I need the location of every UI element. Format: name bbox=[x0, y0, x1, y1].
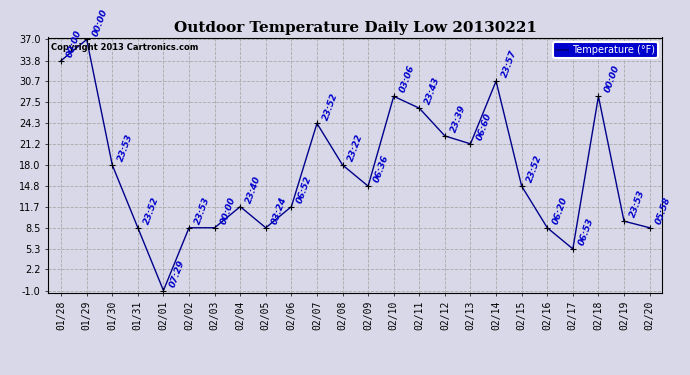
Text: 05:58: 05:58 bbox=[653, 196, 672, 226]
Legend: Temperature (°F): Temperature (°F) bbox=[553, 42, 658, 58]
Text: 00:00: 00:00 bbox=[66, 28, 83, 58]
Text: 00:00: 00:00 bbox=[91, 8, 109, 38]
Text: Copyright 2013 Cartronics.com: Copyright 2013 Cartronics.com bbox=[51, 43, 199, 52]
Text: 00:00: 00:00 bbox=[219, 196, 237, 226]
Text: 23:52: 23:52 bbox=[526, 154, 544, 184]
Text: 06:20: 06:20 bbox=[551, 196, 570, 226]
Text: 03:24: 03:24 bbox=[270, 196, 288, 226]
Text: 23:39: 23:39 bbox=[449, 104, 467, 134]
Text: 23:53: 23:53 bbox=[193, 196, 211, 226]
Text: 23:57: 23:57 bbox=[500, 49, 518, 79]
Text: 06:52: 06:52 bbox=[295, 174, 314, 204]
Text: 00:00: 00:00 bbox=[602, 64, 621, 94]
Text: 06:60: 06:60 bbox=[475, 112, 493, 142]
Text: 06:53: 06:53 bbox=[577, 217, 595, 247]
Text: 23:22: 23:22 bbox=[346, 133, 365, 163]
Text: 23:43: 23:43 bbox=[424, 76, 442, 106]
Title: Outdoor Temperature Daily Low 20130221: Outdoor Temperature Daily Low 20130221 bbox=[174, 21, 537, 35]
Text: 23:53: 23:53 bbox=[628, 189, 647, 219]
Text: 23:53: 23:53 bbox=[117, 133, 135, 163]
Text: 23:40: 23:40 bbox=[244, 174, 263, 204]
Text: 07:29: 07:29 bbox=[168, 258, 186, 288]
Text: 23:52: 23:52 bbox=[321, 91, 339, 121]
Text: 06:36: 06:36 bbox=[373, 154, 391, 184]
Text: 03:06: 03:06 bbox=[398, 64, 416, 94]
Text: 23:52: 23:52 bbox=[142, 196, 160, 226]
